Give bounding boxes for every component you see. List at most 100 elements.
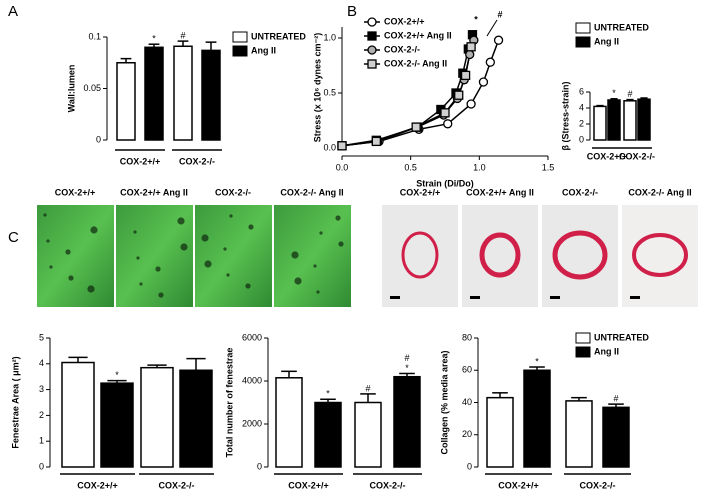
group-label: COX-2-/-: [580, 480, 616, 490]
image-speck: [68, 275, 74, 281]
y-tick-label: 0: [579, 134, 584, 144]
y-tick-label: 0: [257, 461, 262, 471]
legend-label: Ang II: [251, 45, 276, 55]
significance-mark: *: [405, 363, 409, 373]
group-label: COX-2+/+: [288, 480, 329, 490]
legend-label: COX-2+/+: [384, 16, 425, 26]
y-axis-label: Total number of fenestrae: [224, 348, 234, 458]
bar: [565, 400, 593, 468]
bar: [486, 396, 514, 468]
legend-label: COX-2+/+ Ang II: [384, 30, 452, 40]
legend-label: COX-2-/-: [384, 44, 420, 54]
bar: [179, 369, 213, 468]
significance-mark: *: [612, 88, 616, 98]
y-tick-label: 1.0: [323, 32, 336, 42]
y-tick-label: 2: [579, 118, 584, 128]
panel-letter: B: [347, 3, 357, 20]
significance-mark: *: [326, 389, 330, 399]
y-axis-label: Wall:lumen: [66, 65, 76, 113]
x-tick-label: 0.0: [336, 162, 349, 172]
scale-bar: [630, 296, 640, 299]
point: [493, 35, 504, 45]
significance-mark: *: [115, 370, 119, 380]
scale-bar: [390, 296, 400, 299]
y-tick-label: 6: [579, 86, 584, 96]
point: [466, 42, 476, 52]
image-speck: [335, 215, 341, 221]
collagen-image: [462, 205, 538, 307]
y-tick-label: 0.0: [323, 142, 336, 152]
image-label: COX-2-/- Ang II: [280, 187, 343, 197]
y-tick-label: 6000: [242, 332, 262, 342]
bar: [201, 49, 221, 141]
bar: [144, 46, 164, 141]
image-label: COX-2+/+ Ang II: [120, 187, 188, 197]
vessel-ring: [401, 231, 439, 279]
image-speck: [338, 241, 344, 247]
bar: [116, 62, 136, 141]
y-tick-label: 5: [39, 332, 44, 342]
significance-mark: #: [613, 393, 618, 403]
y-axis-label: Stress (x 10⁶ dynes cm⁻²): [312, 33, 322, 142]
image-speck: [180, 243, 188, 251]
image-speck: [46, 239, 50, 243]
y-tick-label: 0.05: [83, 83, 101, 93]
image-speck: [229, 214, 233, 218]
bar: [354, 401, 382, 468]
y-tick-label: 20: [462, 429, 472, 439]
image-speck: [49, 265, 53, 269]
image-speck: [294, 277, 302, 285]
image-label: COX-2+/+ Ang II: [466, 187, 534, 197]
group-label: COX-2-/-: [159, 480, 195, 490]
bar: [623, 100, 637, 141]
image-speck: [316, 290, 320, 294]
x-tick-label: 0.5: [404, 162, 417, 172]
legend-label: UNTREATED: [594, 332, 649, 342]
x-tick-label: 1.0: [473, 162, 486, 172]
point: [460, 70, 471, 81]
image-speck: [204, 260, 212, 268]
group-label: COX-2-/-: [179, 156, 215, 166]
panel-letter: A: [8, 3, 18, 20]
image-speck: [133, 230, 137, 234]
image-label: COX-2-/- Ang II: [628, 187, 691, 197]
bar: [140, 366, 174, 468]
bar: [314, 401, 342, 468]
point: [485, 57, 495, 67]
x-axis-label: Strain (Di/Do): [416, 178, 474, 188]
legend-swatch: [575, 332, 591, 344]
image-speck: [87, 285, 95, 293]
image-speck: [136, 256, 140, 260]
point: [371, 136, 381, 147]
y-tick-label: 0: [467, 461, 472, 471]
y-tick-label: 4: [579, 102, 584, 112]
point: [454, 90, 464, 100]
collagen-image: [382, 205, 458, 307]
bar: [61, 361, 95, 468]
image-speck: [226, 273, 230, 277]
fenestrae-image: [274, 205, 351, 307]
bar: [637, 98, 651, 141]
bar: [100, 382, 134, 468]
vessel-ring: [552, 230, 608, 280]
y-tick-label: 0: [96, 134, 101, 144]
y-axis-label: Collagen (% media area): [439, 350, 449, 454]
image-speck: [319, 231, 323, 235]
group-label: COX-2+/+: [498, 480, 539, 490]
y-tick-label: 4000: [242, 375, 262, 385]
legend-swatch: [575, 22, 591, 34]
bar: [173, 45, 193, 141]
image-speck: [90, 226, 98, 234]
scale-bar: [470, 296, 480, 299]
bar: [602, 406, 630, 468]
point: [411, 122, 421, 132]
fenestrae-image: [195, 205, 272, 307]
significance-mark: #: [365, 383, 370, 393]
image-label: COX-2+/+: [400, 187, 441, 197]
legend-swatch: [232, 45, 248, 57]
annotation-pointer: [486, 19, 498, 37]
point: [440, 108, 450, 118]
annotation: #: [497, 9, 502, 19]
image-speck: [155, 266, 161, 272]
